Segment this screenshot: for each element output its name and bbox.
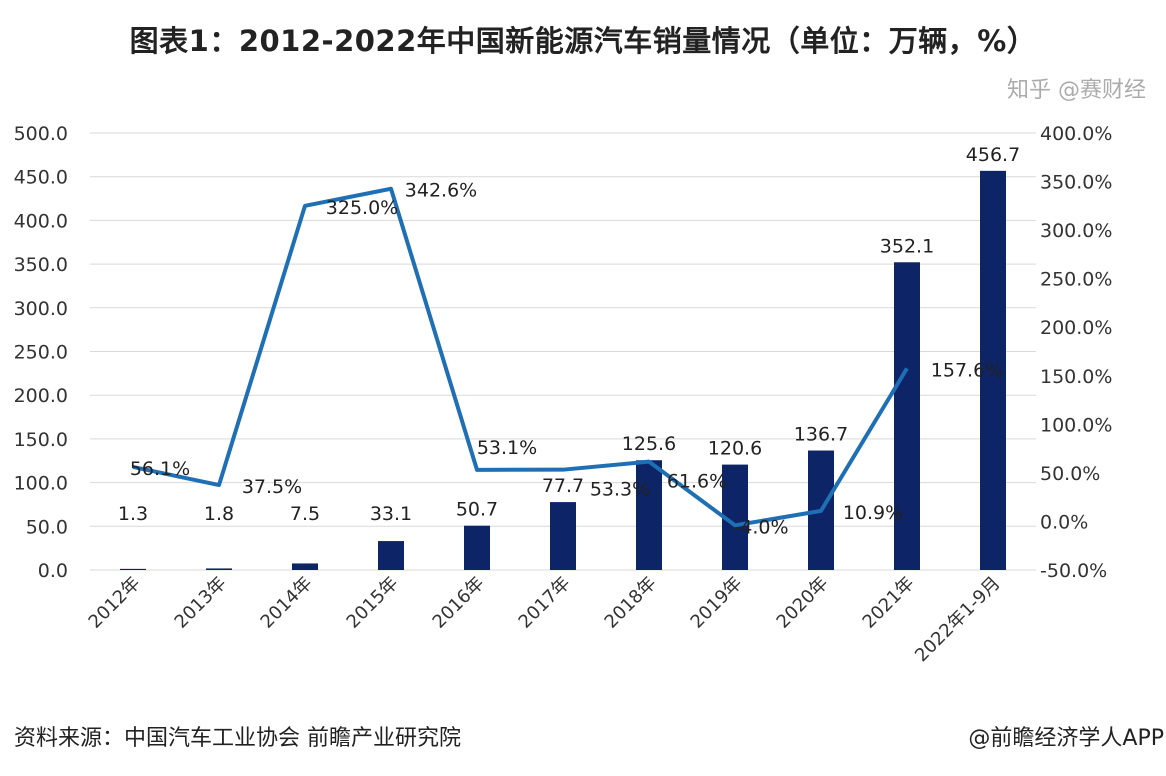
y-left-tick-label: 450.0 [14, 167, 68, 189]
x-tick-label: 2014年 [257, 573, 317, 633]
line-value-label: 325.0% [326, 197, 398, 219]
bar-value-label: 77.7 [542, 475, 584, 497]
chart-title: 图表1：2012-2022年中国新能源汽车销量情况（单位：万辆，%） [129, 24, 1037, 58]
x-tick-label: 2022年1-9月 [911, 573, 1004, 666]
y-left-tick-label: 350.0 [14, 254, 68, 276]
y-left-tick-label: 0.0 [38, 560, 68, 582]
growth-line [132, 186, 909, 528]
x-tick-label: 2021年 [859, 573, 919, 633]
y-left-tick-label: 200.0 [14, 385, 68, 407]
bar-value-label: 1.8 [204, 503, 234, 525]
y-left-tick-label: 500.0 [14, 123, 68, 145]
line-value-label: 10.9% [843, 502, 903, 524]
y-right-tick-label: 0.0% [1040, 511, 1088, 533]
bar-value-label: 120.6 [708, 438, 762, 460]
x-tick-label: 2015年 [343, 573, 403, 633]
source-note: 资料来源：中国汽车工业协会 前瞻产业研究院 [14, 726, 461, 751]
y-right-tick-label: 300.0% [1040, 220, 1112, 242]
y-right-tick-label: 150.0% [1040, 366, 1112, 388]
x-tick-label: 2013年 [171, 573, 231, 633]
bar [292, 563, 318, 570]
y-right-tick-label: 100.0% [1040, 414, 1112, 436]
bar-value-label: 456.7 [966, 144, 1020, 166]
x-tick-label: 2019年 [687, 573, 747, 633]
bar-value-label: 33.1 [370, 503, 412, 525]
bar-value-label: 136.7 [794, 424, 848, 446]
bar-value-label: 7.5 [290, 503, 320, 525]
line-value-label: 157.6% [931, 359, 1003, 381]
y-right-tick-label: 200.0% [1040, 317, 1112, 339]
bar-value-label: 1.3 [118, 503, 148, 525]
x-tick-label: 2018年 [601, 573, 661, 633]
y-left-tick-label: 400.0 [14, 210, 68, 232]
line-value-label: 61.6% [667, 471, 727, 493]
y-left-tick-label: 50.0 [26, 516, 68, 538]
bar [636, 460, 662, 570]
brand-label: @前瞻经济学人APP [968, 726, 1164, 751]
x-tick-label: 2020年 [773, 573, 833, 633]
y-left-tick-label: 100.0 [14, 473, 68, 495]
y-right-tick-label: 250.0% [1040, 269, 1112, 291]
bar [378, 541, 404, 570]
y-right-tick-label: 50.0% [1040, 463, 1100, 485]
bar [550, 502, 576, 570]
x-tick-label: 2017年 [515, 573, 575, 633]
x-tick-label: 2016年 [429, 573, 489, 633]
y-right-tick-label: -50.0% [1040, 560, 1107, 582]
line-value-label: -4.0% [733, 516, 788, 538]
x-tick-label: 2012年 [85, 573, 145, 633]
y-right-tick-label: 400.0% [1040, 123, 1112, 145]
bar [464, 525, 490, 570]
line-value-label: 53.1% [477, 437, 537, 459]
bar [894, 262, 920, 570]
y-left-tick-label: 300.0 [14, 298, 68, 320]
line-value-label: 37.5% [242, 476, 302, 498]
bar-value-label: 50.7 [456, 499, 498, 521]
bar [980, 170, 1006, 571]
watermark: 知乎 @赛财经 [1007, 78, 1146, 103]
y-right-tick-label: 350.0% [1040, 172, 1112, 194]
line-value-label: 53.3% [590, 479, 650, 501]
bar [120, 568, 146, 570]
bar-value-label: 125.6 [622, 433, 676, 455]
bar-value-label: 352.1 [880, 235, 934, 257]
bar [206, 568, 232, 570]
line-value-label: 56.1% [130, 458, 190, 480]
line-value-label: 342.6% [405, 180, 477, 202]
y-left-tick-label: 250.0 [14, 342, 68, 364]
y-left-tick-label: 150.0 [14, 429, 68, 451]
